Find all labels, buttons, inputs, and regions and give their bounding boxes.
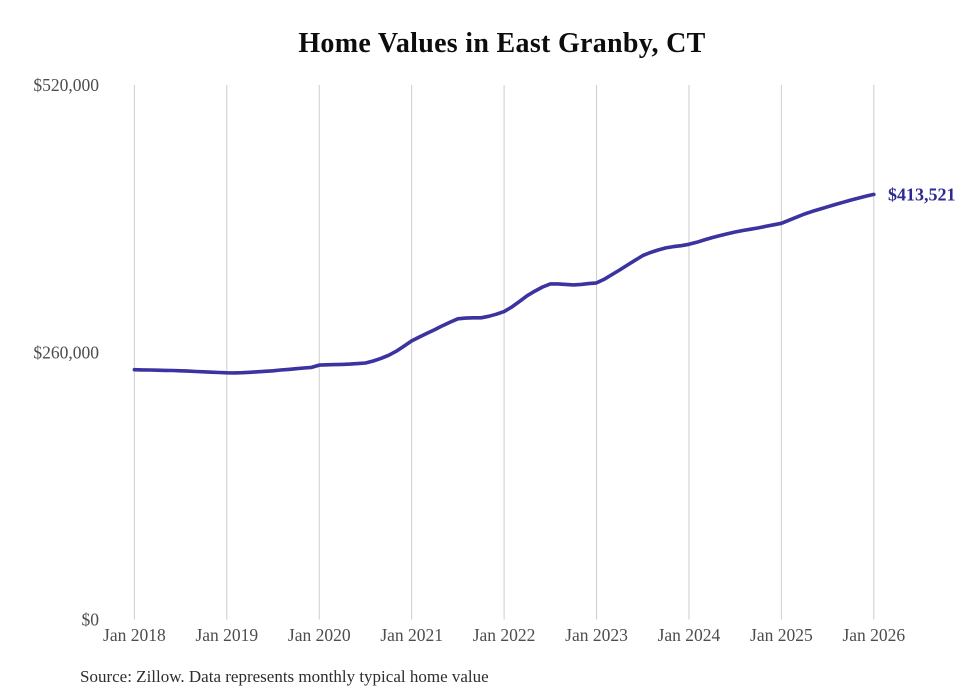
x-axis-tick-label: Jan 2023 (565, 625, 628, 645)
chart-title: Home Values in East Granby, CT (298, 28, 706, 59)
x-axis-tick-label: Jan 2024 (658, 625, 721, 645)
x-axis-tick-label: Jan 2022 (473, 625, 536, 645)
x-axis-tick-label: Jan 2021 (380, 625, 443, 645)
y-axis-tick-label: $520,000 (33, 75, 99, 95)
x-axis-tick-label: Jan 2020 (288, 625, 351, 645)
chart-canvas: Jan 2018 Jan 2019 Jan 2020 Jan 2021 Jan 2022… (33, 75, 956, 645)
y-axis-tick-label: $260,000 (33, 342, 99, 362)
y-axis-tick-label: $0 (82, 610, 100, 630)
home-value-line (132, 192, 876, 375)
x-axis-tick-label: Jan 2026 (842, 625, 905, 645)
x-axis-tick-label: Jan 2025 (750, 625, 813, 645)
end-value-label: $413,521 (888, 185, 956, 205)
source-note: Source: Zillow. Data represents monthly … (80, 667, 489, 686)
x-axis-tick-label: Jan 2018 (103, 625, 166, 645)
x-axis-tick-label: Jan 2019 (195, 625, 258, 645)
